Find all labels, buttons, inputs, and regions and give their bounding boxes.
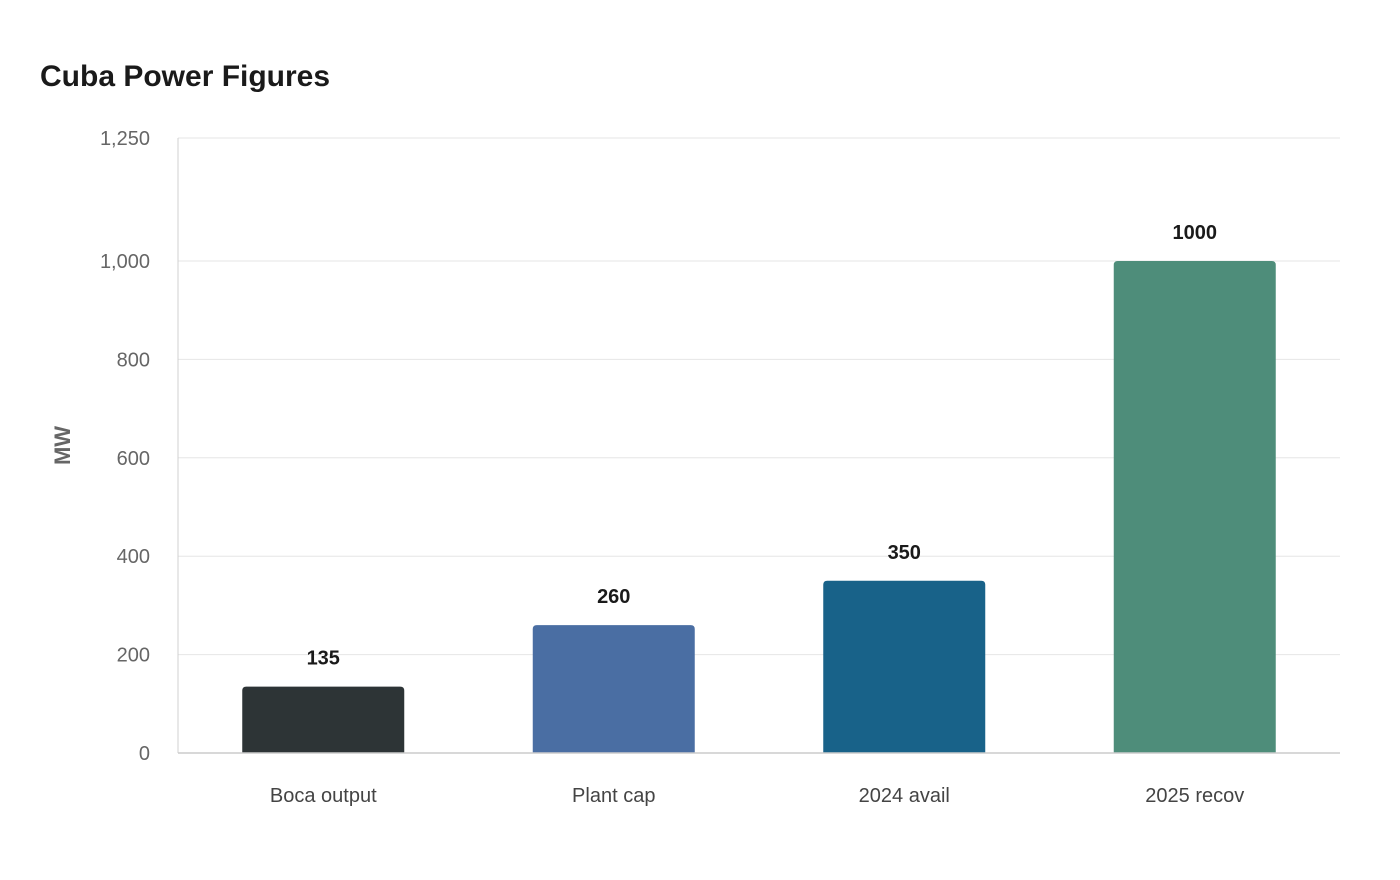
y-tick-label: 200	[117, 645, 150, 667]
y-tick-label: 800	[117, 349, 150, 371]
chart-title: Cuba Power Figures	[40, 60, 331, 93]
bar-2024-avail	[823, 580, 986, 753]
y-tick-label: 400	[117, 546, 150, 568]
bar-plant-cap	[532, 625, 695, 753]
x-category-label: 2024 avail	[859, 785, 950, 807]
x-category-label: Boca output	[270, 785, 377, 807]
y-tick-label: 600	[117, 448, 150, 470]
y-axis-ticks: 0 200 400 600 800 1,000 1,250	[100, 128, 150, 765]
y-tick-label: 1,000	[100, 251, 150, 273]
y-tick-label: 0	[139, 743, 150, 765]
y-tick-label: 1,250	[100, 128, 150, 150]
data-labels: 135 260 350 1000	[307, 222, 1217, 670]
bar-boca-output	[242, 686, 405, 753]
data-label: 135	[307, 648, 340, 670]
x-category-label: 2025 recov	[1145, 785, 1244, 807]
y-axis-title: MW	[50, 426, 75, 465]
bar-2025-recov	[1113, 261, 1276, 753]
data-label: 350	[888, 542, 921, 564]
bars	[242, 261, 1276, 753]
x-category-label: Plant cap	[572, 785, 655, 807]
x-axis-categories: Boca output Plant cap 2024 avail 2025 recov	[270, 785, 1244, 807]
gridlines	[178, 137, 1340, 656]
data-label: 1000	[1173, 222, 1218, 244]
data-label: 260	[597, 586, 630, 608]
